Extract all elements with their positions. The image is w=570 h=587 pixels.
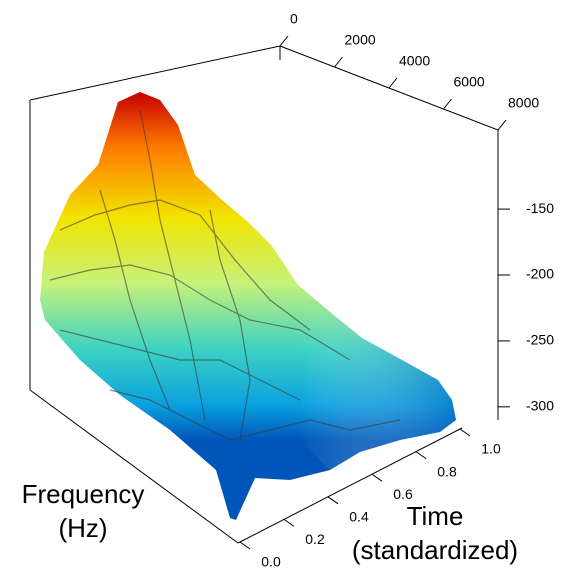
y-tick: [239, 541, 251, 550]
x-axis-label: Frequency (Hz): [21, 479, 145, 543]
x-tick-label: 2000: [345, 32, 376, 48]
x-tick: [279, 35, 289, 47]
y-tick: [459, 428, 471, 437]
y-tick-label: 0.6: [393, 486, 413, 502]
y-tick-label: 0.2: [305, 531, 325, 547]
x-tick-label: 6000: [454, 74, 485, 90]
surface-ridge: [59, 329, 301, 401]
x-tick-label: 8000: [508, 95, 539, 111]
z-tick-label: -250: [526, 332, 554, 348]
box: [29, 45, 499, 544]
surface-ridge: [49, 264, 351, 361]
surface: [40, 92, 456, 520]
x-tick: [334, 56, 343, 68]
surface-ridge: [209, 209, 251, 441]
surface-ridge: [109, 389, 401, 441]
y-tick: [283, 518, 295, 527]
box-edge: [29, 45, 281, 101]
y-tick: [327, 496, 339, 505]
surface-ridge: [59, 199, 311, 331]
surface-ridge: [99, 189, 171, 411]
surface-ridges: [49, 109, 401, 441]
y-tick: [371, 473, 383, 482]
z-tick-label: -150: [526, 200, 554, 216]
z-tick-label: -200: [526, 266, 554, 282]
x-tick: [497, 119, 507, 131]
y-axis-label: Time (standardized): [351, 501, 519, 565]
x-tick: [388, 77, 398, 89]
box-edge: [237, 427, 463, 544]
x-tick-label: 0: [290, 11, 298, 27]
y-tick-label: 1.0: [481, 441, 501, 457]
x-tick: [443, 98, 452, 110]
y-tick-label: 0.8: [437, 463, 457, 479]
y-tick-label: 0.0: [261, 554, 281, 570]
z-tick-label: -300: [526, 398, 554, 414]
box-edge: [29, 389, 239, 544]
y-tick: [415, 451, 427, 460]
surface-shade: [300, 300, 456, 470]
y-tick-label: 0.4: [349, 509, 369, 525]
x-tick-label: 4000: [399, 53, 430, 69]
surface-ridge: [139, 109, 206, 421]
surface-body: [40, 92, 456, 520]
